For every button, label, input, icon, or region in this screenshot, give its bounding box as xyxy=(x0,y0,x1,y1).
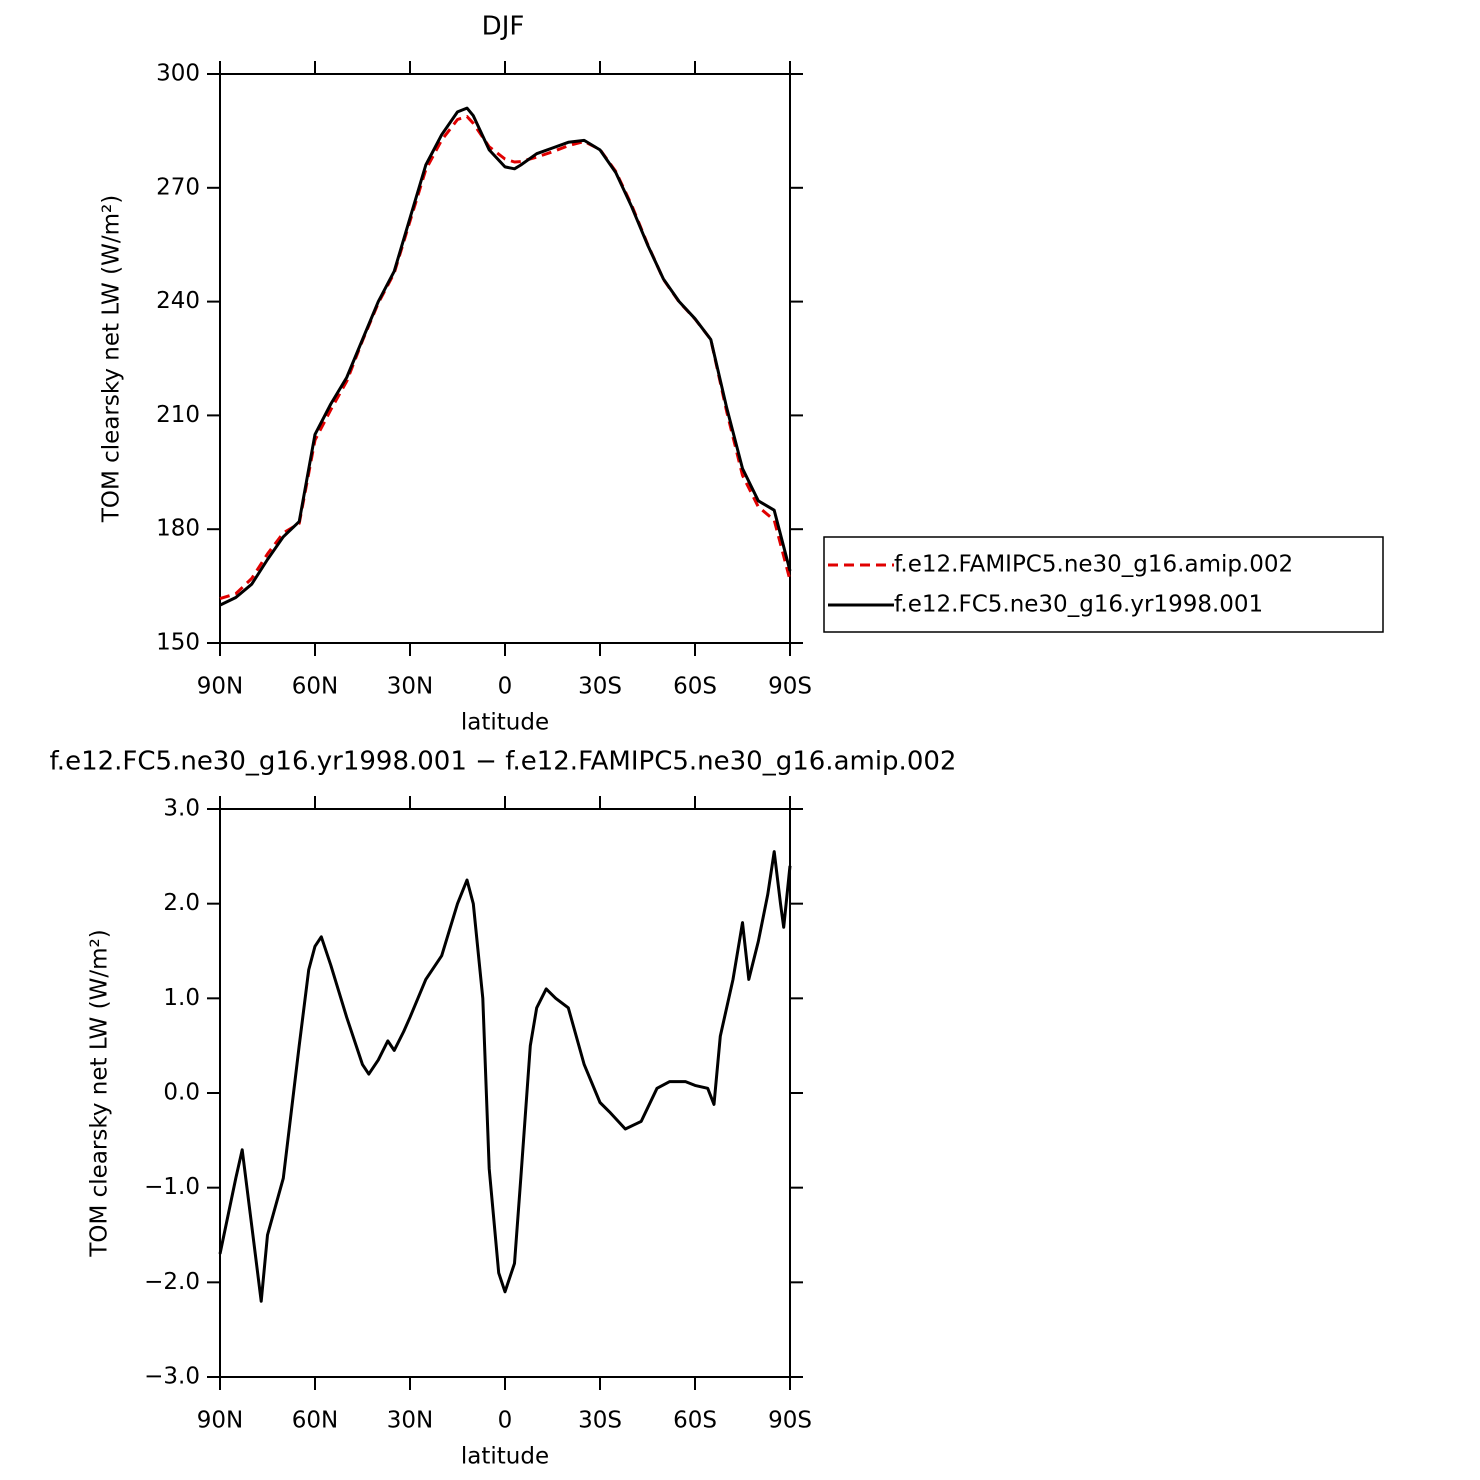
series-line xyxy=(219,106,792,607)
y-tick-label: 1.0 xyxy=(163,985,200,1011)
chart-title: f.e12.FC5.ne30_g16.yr1998.001 − f.e12.FA… xyxy=(50,747,957,777)
y-tick-label: 0.0 xyxy=(163,1080,200,1106)
y-tick-label: 180 xyxy=(156,516,200,542)
y-tick-label: −1.0 xyxy=(144,1174,200,1200)
series-line xyxy=(218,850,792,1303)
x-tick-label: 0 xyxy=(498,674,513,700)
x-tick-label: 60S xyxy=(673,1408,717,1434)
x-tick-label: 90S xyxy=(768,1408,812,1434)
y-tick-label: 240 xyxy=(156,288,200,314)
y-axis-label: TOM clearsky net LW (W/m²) xyxy=(87,929,113,1257)
legend-box xyxy=(823,536,1384,633)
legend-label: f.e12.FC5.ne30_g16.yr1998.001 xyxy=(894,592,1263,618)
x-tick-label: 30N xyxy=(387,1408,433,1434)
x-tick-label: 30N xyxy=(387,674,433,700)
y-axis-label: TOM clearsky net LW (W/m²) xyxy=(99,195,125,523)
x-tick-label: 30S xyxy=(578,674,622,700)
x-tick-label: 90S xyxy=(768,674,812,700)
series-line xyxy=(219,115,792,601)
x-tick-label: 60N xyxy=(292,1408,338,1434)
x-tick-label: 60S xyxy=(673,674,717,700)
x-tick-label: 60N xyxy=(292,674,338,700)
y-tick-label: −3.0 xyxy=(144,1364,200,1390)
y-tick-label: 300 xyxy=(156,61,200,87)
y-tick-label: 270 xyxy=(156,174,200,200)
plot-frame xyxy=(219,73,791,644)
y-tick-label: 3.0 xyxy=(163,796,200,822)
y-tick-label: −2.0 xyxy=(144,1269,200,1295)
x-tick-label: 30S xyxy=(578,1408,622,1434)
y-tick-label: 150 xyxy=(156,630,200,656)
chart-title: DJF xyxy=(482,12,525,42)
y-tick-label: 2.0 xyxy=(163,890,200,916)
x-tick-label: 90N xyxy=(197,674,243,700)
y-tick-label: 210 xyxy=(156,402,200,428)
x-tick-label: 90N xyxy=(197,1408,243,1434)
legend-label: f.e12.FAMIPC5.ne30_g16.amip.002 xyxy=(894,552,1293,578)
x-tick-label: 0 xyxy=(498,1408,513,1434)
plot-frame xyxy=(219,808,791,1378)
x-axis-label: latitude xyxy=(461,1444,549,1470)
x-axis-label: latitude xyxy=(461,710,549,736)
